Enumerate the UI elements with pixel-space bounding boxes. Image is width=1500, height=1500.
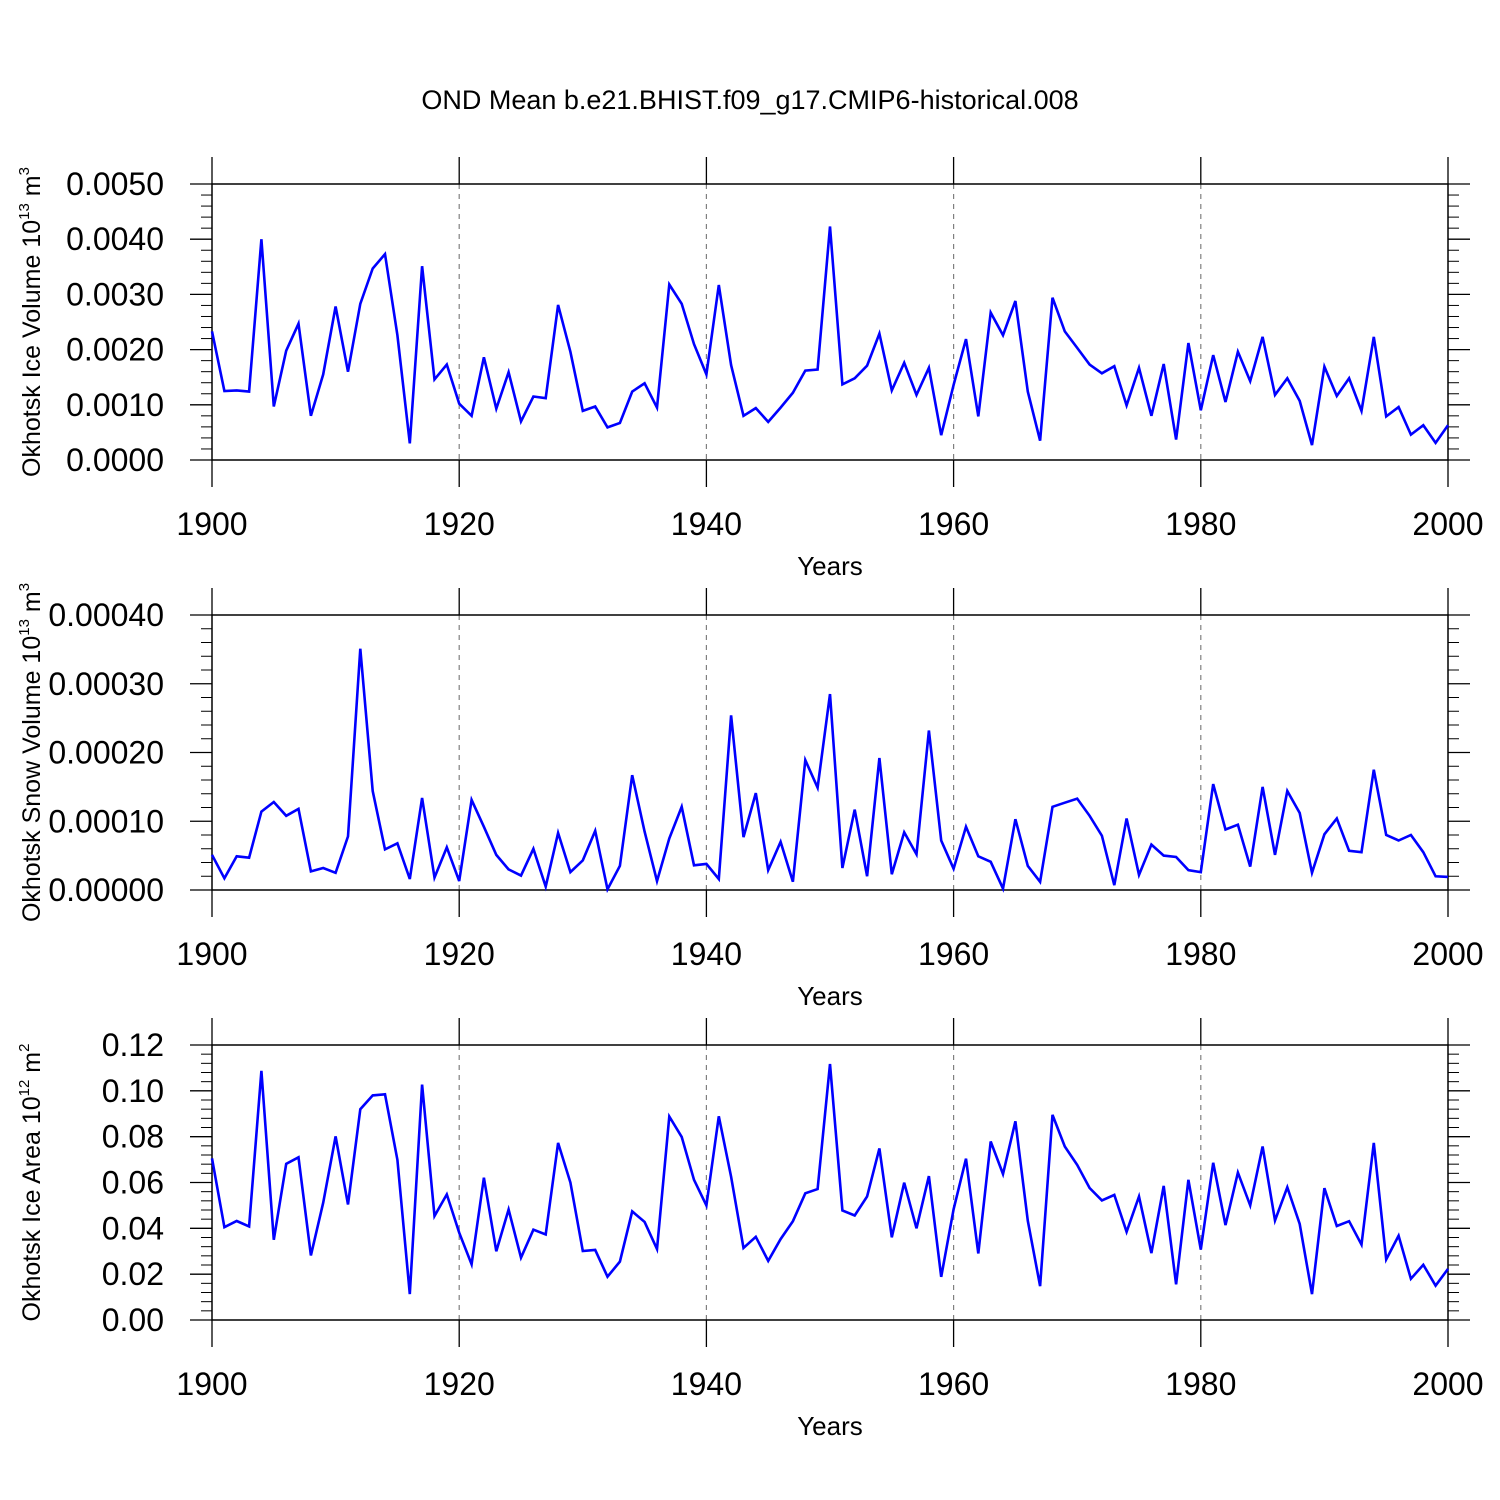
y-tick-label: 0.00010 [48,803,164,839]
y-tick-label: 0.00030 [48,666,164,702]
series-line [210,226,1450,446]
y-tick-label: 0.08 [102,1119,164,1155]
y-axis-label: Okhotsk Ice Volume 1013 m3 [16,167,46,477]
y-tick-label: 0.02 [102,1256,164,1292]
x-tick-label: 1960 [918,506,989,542]
y-tick-label: 0.0030 [66,276,164,312]
figure-title: OND Mean b.e21.BHIST.f09_g17.CMIP6-histo… [421,85,1078,115]
x-tick-label: 1900 [176,1366,247,1402]
chart-panel-3: 0.00 0.02 0.04 0.06 0.08 0.10 0.12 1900 1920 1940… [16,1018,1484,1441]
y-tick-label: 0.12 [102,1027,164,1063]
chart-panel-2: 0.00000 0.00010 0.00020 0.00030 0.00040 1900 1… [16,583,1484,1011]
y-tick-label: 0.10 [102,1073,164,1109]
x-axis-label: Years [797,981,863,1011]
x-tick-label: 1920 [424,936,495,972]
y-axis-label: Okhotsk Snow Volume 1013 m3 [16,583,46,922]
y-tick-label: 0.0010 [66,387,164,423]
y-tick-label: 0.0020 [66,332,164,368]
y-axis-label: Okhotsk Ice Area 1012 m2 [16,1044,46,1322]
x-tick-label: 1900 [176,506,247,542]
x-tick-label: 1940 [671,506,742,542]
y-tick-label: 0.06 [102,1165,164,1201]
x-tick-label: 1980 [1165,506,1236,542]
y-tick-label: 0.0040 [66,221,164,257]
series-line [210,1063,1450,1295]
x-tick-label: 1940 [671,936,742,972]
x-axis-label: Years [797,1411,863,1441]
y-tick-label: 0.00020 [48,735,164,771]
x-tick-label: 1940 [671,1366,742,1402]
y-tick-label: 0.0050 [66,166,164,202]
y-tick-label: 0.00 [102,1302,164,1338]
x-tick-label: 2000 [1412,506,1483,542]
y-tick-label: 0.00000 [48,872,164,908]
y-tick-label: 0.0000 [66,442,164,478]
x-tick-label: 1920 [424,1366,495,1402]
x-tick-label: 1980 [1165,936,1236,972]
x-tick-label: 1960 [918,1366,989,1402]
x-tick-label: 2000 [1412,936,1483,972]
y-tick-label: 0.04 [102,1210,164,1246]
chart-panel-1: 0.0000 0.0010 0.0020 0.0030 0.0040 0.0050 1900… [16,157,1484,581]
x-tick-label: 2000 [1412,1366,1483,1402]
x-tick-label: 1920 [424,506,495,542]
x-tick-label: 1960 [918,936,989,972]
x-tick-label: 1900 [176,936,247,972]
x-tick-label: 1980 [1165,1366,1236,1402]
plot-frame [211,183,1449,461]
x-axis-label: Years [797,551,863,581]
series-line [210,648,1449,894]
y-tick-label: 0.00040 [48,597,164,633]
